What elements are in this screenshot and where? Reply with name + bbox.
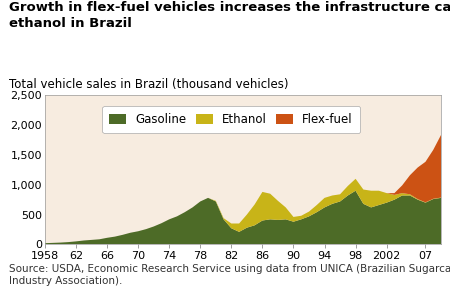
Text: Source: USDA, Economic Research Service using data from UNICA (Brazilian Sugarca: Source: USDA, Economic Research Service … <box>9 264 450 286</box>
Text: Total vehicle sales in Brazil (thousand vehicles): Total vehicle sales in Brazil (thousand … <box>9 78 288 91</box>
Legend: Gasoline, Ethanol, Flex-fuel: Gasoline, Ethanol, Flex-fuel <box>103 106 360 133</box>
Text: Growth in flex-fuel vehicles increases the infrastructure capacity of
ethanol in: Growth in flex-fuel vehicles increases t… <box>9 1 450 30</box>
